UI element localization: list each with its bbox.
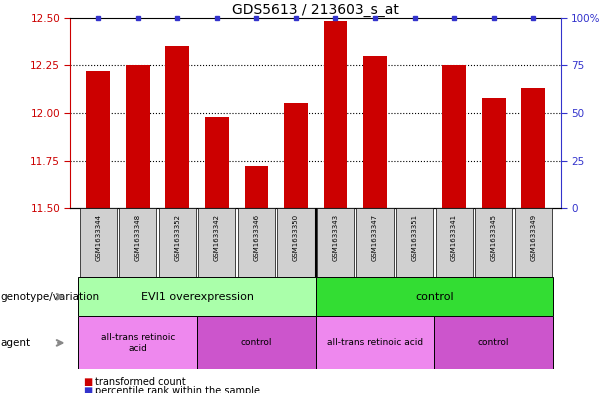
Bar — [245, 166, 268, 208]
Bar — [475, 208, 512, 277]
Bar — [442, 65, 466, 208]
Text: percentile rank within the sample: percentile rank within the sample — [95, 386, 260, 393]
Bar — [435, 316, 553, 369]
Text: control: control — [415, 292, 454, 302]
Bar — [166, 46, 189, 208]
Bar — [86, 71, 110, 208]
Text: ■: ■ — [83, 386, 92, 393]
Bar — [205, 117, 229, 208]
Text: GSM1633349: GSM1633349 — [530, 214, 536, 261]
Bar — [284, 103, 308, 208]
Bar — [363, 56, 387, 208]
Text: GSM1633346: GSM1633346 — [253, 214, 259, 261]
Bar — [78, 316, 197, 369]
Text: GSM1633343: GSM1633343 — [332, 214, 338, 261]
Title: GDS5613 / 213603_s_at: GDS5613 / 213603_s_at — [232, 3, 399, 17]
Bar — [126, 65, 150, 208]
Bar — [78, 277, 316, 316]
Text: control: control — [241, 338, 272, 347]
Bar — [159, 208, 196, 277]
Bar — [515, 208, 552, 277]
Bar — [316, 277, 553, 316]
Text: genotype/variation: genotype/variation — [1, 292, 100, 302]
Text: GSM1633344: GSM1633344 — [95, 214, 101, 261]
Text: GSM1633350: GSM1633350 — [293, 214, 299, 261]
Bar — [435, 208, 473, 277]
Bar — [238, 208, 275, 277]
Text: GSM1633345: GSM1633345 — [490, 214, 497, 261]
Text: ■: ■ — [83, 377, 92, 387]
Bar — [197, 316, 316, 369]
Text: GSM1633348: GSM1633348 — [135, 214, 141, 261]
Text: all-trans retinoic acid: all-trans retinoic acid — [327, 338, 423, 347]
Text: GSM1633352: GSM1633352 — [174, 214, 180, 261]
Text: transformed count: transformed count — [95, 377, 186, 387]
Bar — [198, 208, 235, 277]
Text: GSM1633351: GSM1633351 — [411, 214, 417, 261]
Text: EVI1 overexpression: EVI1 overexpression — [140, 292, 254, 302]
Text: GSM1633341: GSM1633341 — [451, 214, 457, 261]
Text: all-trans retinoic
acid: all-trans retinoic acid — [101, 333, 175, 353]
Bar — [80, 208, 116, 277]
Bar — [317, 208, 354, 277]
Bar — [356, 208, 394, 277]
Text: agent: agent — [1, 338, 31, 348]
Bar — [324, 22, 348, 208]
Bar — [482, 98, 506, 208]
Bar — [277, 208, 314, 277]
Text: GSM1633347: GSM1633347 — [372, 214, 378, 261]
Bar — [119, 208, 156, 277]
Text: GSM1633342: GSM1633342 — [214, 214, 220, 261]
Text: control: control — [478, 338, 509, 347]
Bar — [316, 316, 435, 369]
Bar — [521, 88, 545, 208]
Bar — [396, 208, 433, 277]
